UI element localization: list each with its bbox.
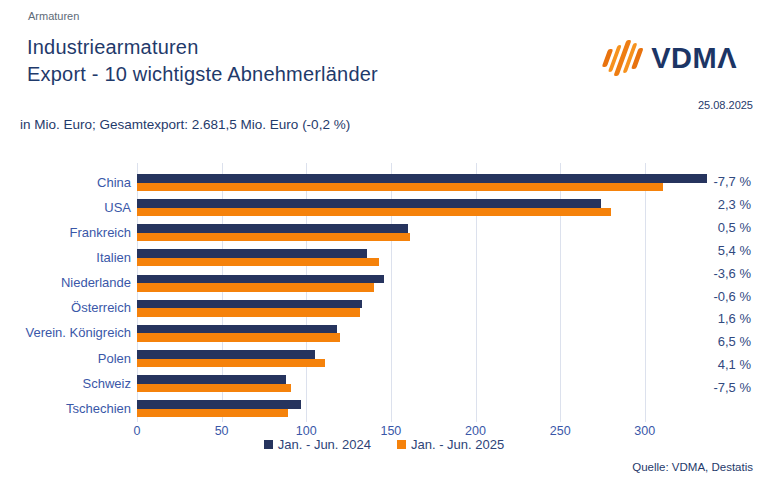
bar-jan-jun-2025-niederlande [137,283,374,292]
bar-jan-jun-2025-polen [137,359,325,368]
category-label-china: China [0,175,131,191]
change-label-sterreich: -0,6 % [713,289,751,305]
bar-jan-jun-2024-polen [137,350,315,359]
category-label-polen: Polen [0,351,131,367]
legend-item-jan-jun-2025: Jan. - Jun. 2025 [397,437,504,452]
change-label-italien: 5,4 % [718,243,751,259]
bar-jan-jun-2025-usa [137,208,611,217]
bar-jan-jun-2024-schweiz [137,375,286,384]
x-tick-200: 200 [465,424,486,438]
category-label-italien: Italien [0,250,131,266]
legend-item-jan-jun-2024: Jan. - Jun. 2024 [264,437,371,452]
legend-label: Jan. - Jun. 2024 [278,437,371,452]
legend-swatch-icon [397,440,406,449]
bar-jan-jun-2025-italien [137,258,379,267]
bar-jan-jun-2025-sterreich [137,308,360,317]
change-label-tschechien: -7,5 % [713,380,751,396]
bar-jan-jun-2024-frankreich [137,224,408,233]
category-label-niederlande: Niederlande [0,275,131,291]
bar-jan-jun-2024-china [137,174,707,183]
x-tick-250: 250 [550,424,571,438]
legend-label: Jan. - Jun. 2025 [411,437,504,452]
category-label-sterreich: Österreich [0,300,131,316]
change-label-schweiz: 4,1 % [718,357,751,373]
category-label-verein-k-nigreich: Verein. Königreich [0,325,131,341]
bar-jan-jun-2024-niederlande [137,275,384,284]
bar-chart: 0 50 100 150 200 250 300 China -7,7 % USA 2,3 % Fra… [0,0,768,494]
bar-jan-jun-2025-frankreich [137,233,410,242]
bar-jan-jun-2024-usa [137,199,601,208]
x-tick-150: 150 [380,424,401,438]
x-tick-0: 0 [134,424,141,438]
change-label-frankreich: 0,5 % [718,220,751,236]
change-label-niederlande: -3,6 % [713,266,751,282]
grid-line-300 [645,163,646,422]
change-label-verein-k-nigreich: 1,6 % [718,311,751,327]
source-note: Quelle: VDMA, Destatis [632,461,753,473]
change-label-china: -7,7 % [713,174,751,190]
change-label-polen: 6,5 % [718,334,751,350]
bar-jan-jun-2024-italien [137,249,367,258]
category-label-usa: USA [0,200,131,216]
x-tick-100: 100 [296,424,317,438]
bar-jan-jun-2025-china [137,183,663,192]
chart-legend: Jan. - Jun. 2024 Jan. - Jun. 2025 [0,437,768,452]
bar-jan-jun-2025-tschechien [137,409,288,418]
bar-jan-jun-2025-verein-k-nigreich [137,333,340,342]
legend-swatch-icon [264,440,273,449]
x-tick-50: 50 [215,424,229,438]
change-label-usa: 2,3 % [718,197,751,213]
bar-jan-jun-2024-tschechien [137,400,301,409]
category-label-schweiz: Schweiz [0,376,131,392]
bar-jan-jun-2024-sterreich [137,300,362,309]
bar-jan-jun-2025-schweiz [137,384,291,393]
x-tick-300: 300 [634,424,655,438]
report-page: Armaturen VDMΛ Industriearmaturen Export… [0,0,768,494]
bar-jan-jun-2024-verein-k-nigreich [137,325,337,334]
category-label-tschechien: Tschechien [0,401,131,417]
category-label-frankreich: Frankreich [0,225,131,241]
